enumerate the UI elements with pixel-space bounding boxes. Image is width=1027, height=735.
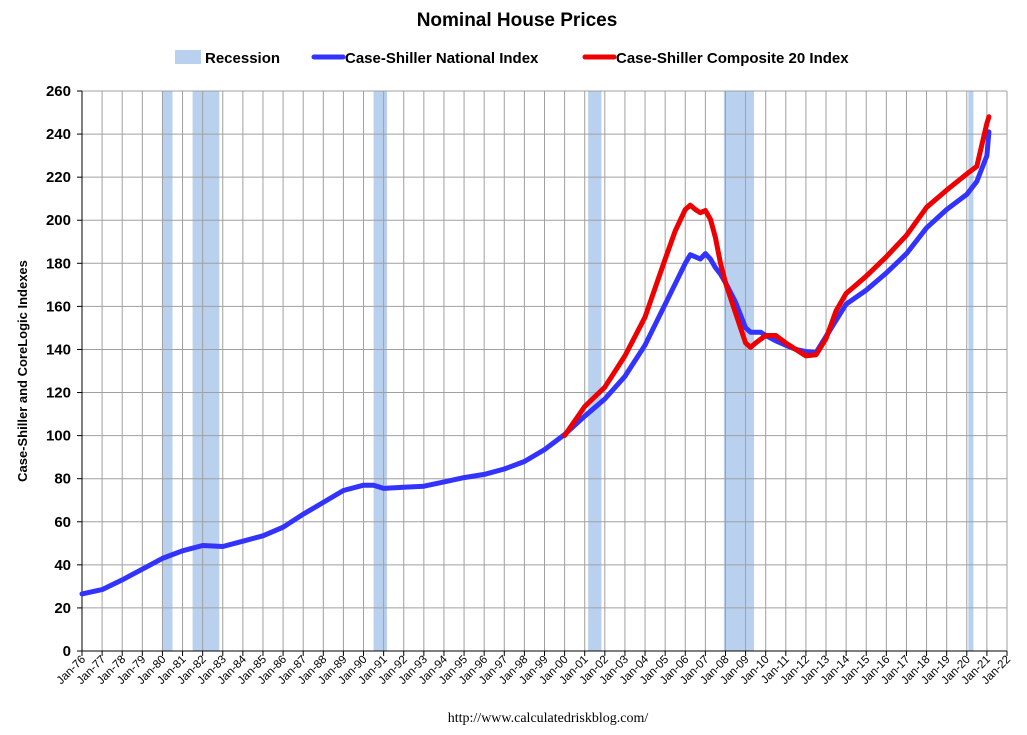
y-tick-label: 220 (46, 169, 71, 186)
y-tick-label: 200 (46, 212, 71, 229)
y-tick-label: 180 (46, 255, 71, 272)
chart-title: Nominal House Prices (417, 10, 618, 31)
recession-band (968, 91, 974, 651)
source-url: http://www.calculatedriskblog.com/ (448, 711, 649, 726)
y-tick-label: 260 (46, 83, 71, 100)
recession-bands (162, 91, 974, 651)
recession-band (373, 91, 388, 651)
legend-label-recession: Recession (205, 50, 280, 67)
data-series (79, 114, 992, 597)
recession-band (192, 91, 220, 651)
y-axis-label: Case-Shiller and CoreLogic Indexes (15, 260, 30, 482)
y-tick-label: 160 (46, 298, 71, 315)
y-tick-label: 20 (54, 600, 71, 617)
y-tick-label: 140 (46, 341, 71, 358)
legend: Recession Case-Shiller National Index Ca… (175, 50, 849, 67)
y-tick-label: 120 (46, 385, 71, 402)
recession-band (723, 91, 755, 651)
y-tick-label: 40 (54, 557, 71, 574)
legend-swatch-recession (175, 50, 201, 64)
legend-label-national: Case-Shiller National Index (345, 50, 539, 67)
legend-label-composite: Case-Shiller Composite 20 Index (616, 50, 849, 67)
y-tick-label: 0 (63, 643, 71, 660)
y-tick-label: 60 (54, 514, 71, 531)
y-tick-label: 100 (46, 428, 71, 445)
series-line-composite-20 (562, 114, 992, 439)
gridlines (82, 90, 1008, 651)
recession-band (162, 91, 173, 651)
y-tick-label: 80 (54, 471, 71, 488)
recession-band (588, 91, 602, 651)
y-tick-label: 240 (46, 126, 71, 143)
y-axis-ticks: 0 20 40 60 80 100 120 140 160 180 200 220 240 260 (46, 83, 82, 660)
